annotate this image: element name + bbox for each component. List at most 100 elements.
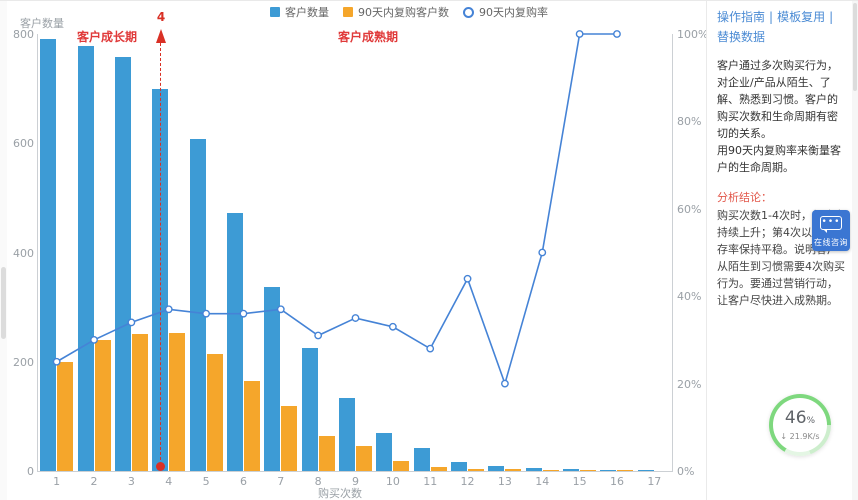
legend-item-2[interactable]: 90天内复购率 (463, 4, 548, 20)
bar-customer-count-13[interactable] (488, 465, 505, 471)
annotation-growth-period: 客户成长期 (77, 30, 138, 44)
left-axis-tick: 800 (13, 28, 34, 41)
bar-repurchase-count-7[interactable] (281, 405, 298, 471)
bar-customer-count-16[interactable] (600, 469, 617, 471)
left-axis-title: 客户数量 (20, 17, 64, 30)
x-tick-label: 12 (460, 475, 475, 488)
progress-percent: 46% (784, 407, 816, 428)
bar-repurchase-count-6[interactable] (243, 380, 260, 471)
chat-button-label: 在线咨询 (814, 238, 848, 247)
bar-customer-count-7[interactable] (264, 286, 281, 471)
left-scrollbar[interactable] (0, 1, 7, 500)
x-tick-label: 15 (572, 475, 587, 488)
bar-customer-count-11[interactable] (413, 448, 430, 471)
bar-repurchase-count-16[interactable] (617, 470, 634, 471)
online-chat-button[interactable]: ••• 在线咨询 (812, 210, 850, 251)
bar-repurchase-count-4[interactable] (169, 332, 186, 471)
line-point[interactable] (538, 248, 547, 257)
bar-customer-count-8[interactable] (301, 348, 318, 471)
line-point[interactable] (388, 322, 397, 331)
link-template-reuse[interactable]: 模板复用 (777, 10, 826, 24)
x-tick-label: 2 (90, 475, 98, 488)
bar-repurchase-count-1[interactable] (57, 361, 74, 471)
x-tick-label: 6 (239, 475, 247, 488)
bar-customer-count-12[interactable] (451, 462, 468, 471)
x-axis-title: 购买次数 (318, 487, 362, 500)
marker-dot (156, 462, 165, 471)
bar-repurchase-count-15[interactable] (580, 470, 597, 471)
legend-label: 90天内复购率 (479, 6, 548, 19)
bar-customer-count-1[interactable] (40, 39, 57, 471)
right-axis-tick: 0% (677, 465, 695, 478)
marker-dashed-line (160, 43, 161, 465)
bar-repurchase-count-8[interactable] (318, 436, 335, 471)
info-panel: 操作指南 | 模板复用 |替换数据 客户通过多次购买行为，对企业/产品从陌生、了解、熟… (706, 1, 852, 500)
legend-square-marker (270, 7, 280, 17)
line-point[interactable] (501, 379, 509, 388)
link-separator: | (769, 10, 774, 24)
bar-customer-count-6[interactable] (226, 213, 243, 471)
right-axis-line (672, 34, 673, 471)
right-axis-tick: 20% (677, 377, 702, 391)
line-point[interactable] (463, 274, 472, 283)
download-progress-indicator: 46% ↓ 21.9K/s (769, 394, 831, 456)
x-tick-label: 11 (423, 475, 438, 488)
legend-item-1[interactable]: 90天内复购客户数 (343, 4, 449, 20)
line-point[interactable] (575, 30, 584, 38)
x-tick-label: 16 (609, 475, 624, 488)
chart-legend: 客户数量 90天内复购客户数 90天内复购率 (270, 4, 548, 20)
x-tick-label: 1 (53, 475, 61, 488)
bar-repurchase-count-10[interactable] (393, 461, 410, 471)
link-operation-guide[interactable]: 操作指南 (717, 10, 766, 24)
left-axis-tick: 600 (13, 137, 34, 151)
analysis-title: 分析结论： (717, 191, 772, 204)
bar-repurchase-count-9[interactable] (356, 446, 372, 471)
x-tick-label: 5 (202, 475, 210, 488)
x-tick-label: 17 (647, 475, 662, 488)
bar-customer-count-9[interactable] (339, 398, 355, 471)
bar-customer-count-5[interactable] (189, 139, 206, 471)
x-axis-line (37, 471, 673, 472)
x-tick-label: 10 (385, 475, 400, 488)
legend-circle-marker (463, 6, 474, 18)
bar-repurchase-count-14[interactable] (542, 469, 559, 471)
line-point[interactable] (314, 331, 323, 340)
legend-item-0[interactable]: 客户数量 (270, 4, 329, 20)
left-axis-tick: 200 (13, 355, 34, 369)
panel-description: 客户通过多次购买行为，对企业/产品从陌生、了解、熟悉到习惯。客户的购买次数和生命… (717, 59, 838, 140)
bar-customer-count-15[interactable] (563, 469, 580, 471)
progress-speed: ↓ 21.9K/s (780, 431, 820, 441)
bar-customer-count-2[interactable] (77, 46, 94, 471)
bar-repurchase-count-5[interactable] (206, 354, 223, 471)
bar-repurchase-count-11[interactable] (430, 466, 447, 471)
right-axis-tick: 100% (677, 28, 709, 41)
bar-customer-count-10[interactable] (376, 432, 393, 471)
line-point[interactable] (351, 314, 360, 322)
bar-repurchase-count-2[interactable] (94, 339, 111, 471)
x-tick-label: 14 (535, 475, 550, 488)
x-tick-label: 7 (277, 475, 285, 488)
line-point[interactable] (426, 344, 435, 353)
left-scrollbar-thumb[interactable] (1, 267, 6, 339)
right-axis-tick: 80% (677, 115, 702, 129)
link-replace-data[interactable]: 替换数据 (717, 30, 766, 44)
progress-inner: 46% ↓ 21.9K/s (773, 398, 827, 452)
bar-customer-count-3[interactable] (114, 57, 131, 471)
panel-links: 操作指南 | 模板复用 |替换数据 (717, 7, 846, 47)
chat-bubble-icon: ••• (820, 216, 842, 233)
bar-customer-count-17[interactable] (637, 470, 654, 471)
x-tick-label: 8 (314, 475, 322, 488)
legend-label: 客户数量 (285, 6, 329, 19)
link-separator: | (829, 10, 834, 24)
panel-description-2: 用90天内复购率来衡量客户的生命周期。 (717, 144, 841, 174)
bar-repurchase-count-3[interactable] (131, 334, 148, 471)
bar-repurchase-count-13[interactable] (505, 469, 522, 471)
bar-customer-count-14[interactable] (525, 468, 542, 471)
panel-scrollbar[interactable] (852, 1, 858, 500)
panel-scrollbar-thumb[interactable] (853, 3, 857, 91)
line-point[interactable] (613, 30, 621, 38)
annotation-mature-period: 客户成熟期 (338, 30, 399, 44)
x-tick-label: 13 (497, 475, 512, 488)
bar-repurchase-count-12[interactable] (468, 468, 485, 471)
